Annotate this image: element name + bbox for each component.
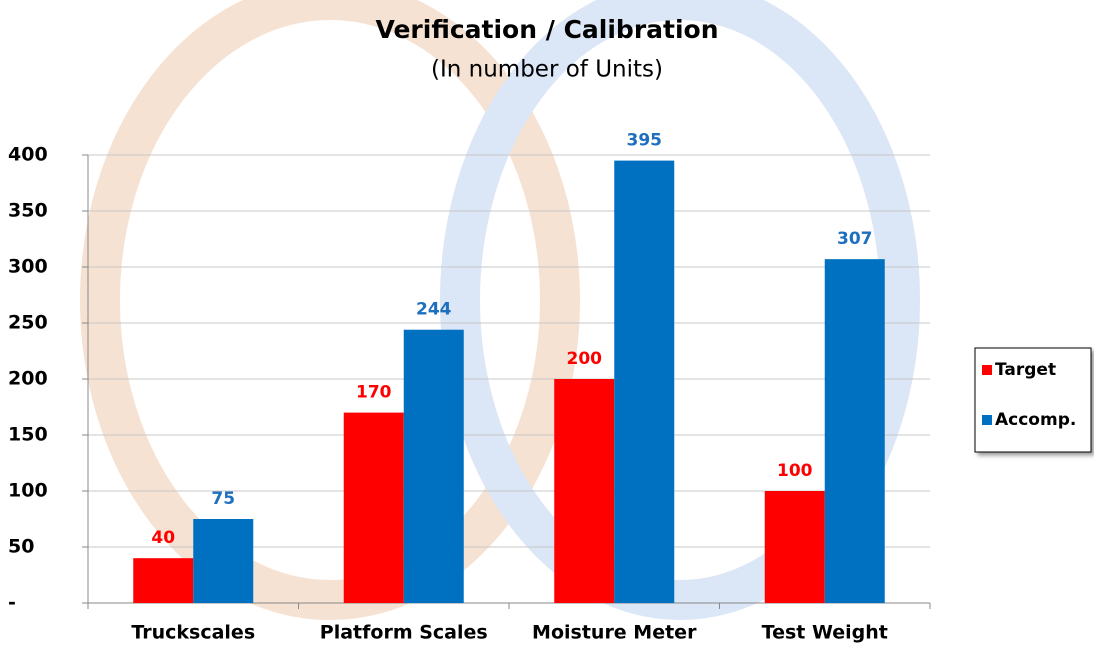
bar (193, 519, 254, 603)
data-label: 100 (777, 461, 813, 481)
background-decoration (440, 0, 920, 620)
y-tick-label: 300 (8, 256, 48, 278)
bar (824, 259, 885, 603)
background-decoration (80, 0, 580, 620)
bar (614, 160, 675, 603)
y-tick-label: 50 (8, 536, 34, 558)
legend-label: Accomp. (995, 410, 1076, 430)
y-tick-label: 350 (8, 200, 48, 222)
legend-label: Target (995, 360, 1056, 380)
chart-title: Verification / Calibration (375, 15, 718, 44)
data-label: 395 (627, 131, 663, 151)
x-tick-label: Truckscales (131, 622, 255, 644)
bar (343, 412, 404, 603)
y-tick-label: 400 (8, 144, 48, 166)
y-tick-label: 250 (8, 312, 48, 334)
data-label: 170 (356, 383, 392, 403)
y-tick-label: 100 (8, 480, 48, 502)
legend-swatch (982, 365, 992, 375)
bar (764, 491, 825, 603)
x-tick-label: Moisture Meter (532, 622, 697, 644)
bar (403, 329, 464, 603)
y-tick-label: - (8, 592, 16, 614)
legend-box (974, 347, 1092, 453)
data-label: 307 (837, 229, 873, 249)
bar (554, 379, 615, 603)
legend-swatch (982, 415, 992, 425)
chart-subtitle: (In number of Units) (431, 57, 663, 83)
data-label: 75 (211, 489, 235, 509)
x-tick-label: Test Weight (762, 622, 888, 644)
data-label: 200 (567, 349, 603, 369)
y-tick-label: 150 (8, 424, 48, 446)
x-tick-label: Platform Scales (320, 622, 488, 644)
legend: Target Accomp. (974, 347, 1092, 453)
data-label: 244 (416, 300, 452, 320)
data-label: 40 (151, 528, 175, 548)
y-tick-label: 200 (8, 368, 48, 390)
bar (133, 558, 194, 603)
